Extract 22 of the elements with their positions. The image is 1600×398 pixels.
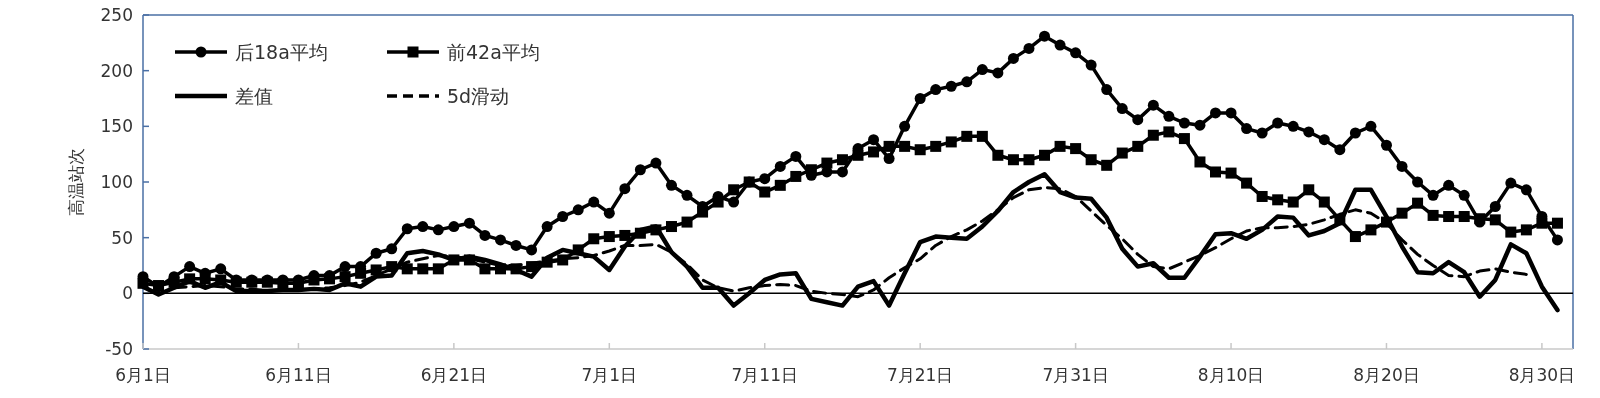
x-tick-label: 6月1日	[115, 365, 171, 385]
x-tick-label: 6月11日	[265, 365, 332, 385]
x-tick-label: 8月30日	[1508, 365, 1576, 385]
legend-label: 前42a平均	[447, 41, 540, 63]
legend-label: 差值	[235, 85, 273, 107]
y-tick-label: 250	[100, 5, 133, 25]
y-tick-label: 100	[100, 172, 133, 192]
y-tick-label: 150	[100, 116, 133, 137]
y-tick-label: 0	[122, 283, 133, 304]
x-tick-label: 7月21日	[886, 365, 954, 385]
legend-label: 5d滑动	[447, 85, 510, 107]
y-tick-label: 200	[100, 60, 133, 81]
y-tick-label: -50	[105, 339, 133, 359]
x-tick-label: 8月20日	[1353, 365, 1420, 385]
y-tick-label: 50	[111, 227, 133, 248]
x-tick-label: 7月31日	[1042, 365, 1109, 385]
y-axis-title: 高温站次	[66, 148, 86, 216]
x-tick-label: 7月1日	[581, 365, 638, 385]
x-tick-label: 7月11日	[731, 365, 798, 385]
legend-label: 后18a平均	[235, 41, 328, 63]
x-tick-label: 8月10日	[1197, 365, 1265, 385]
x-tick-label: 6月21日	[420, 365, 488, 385]
